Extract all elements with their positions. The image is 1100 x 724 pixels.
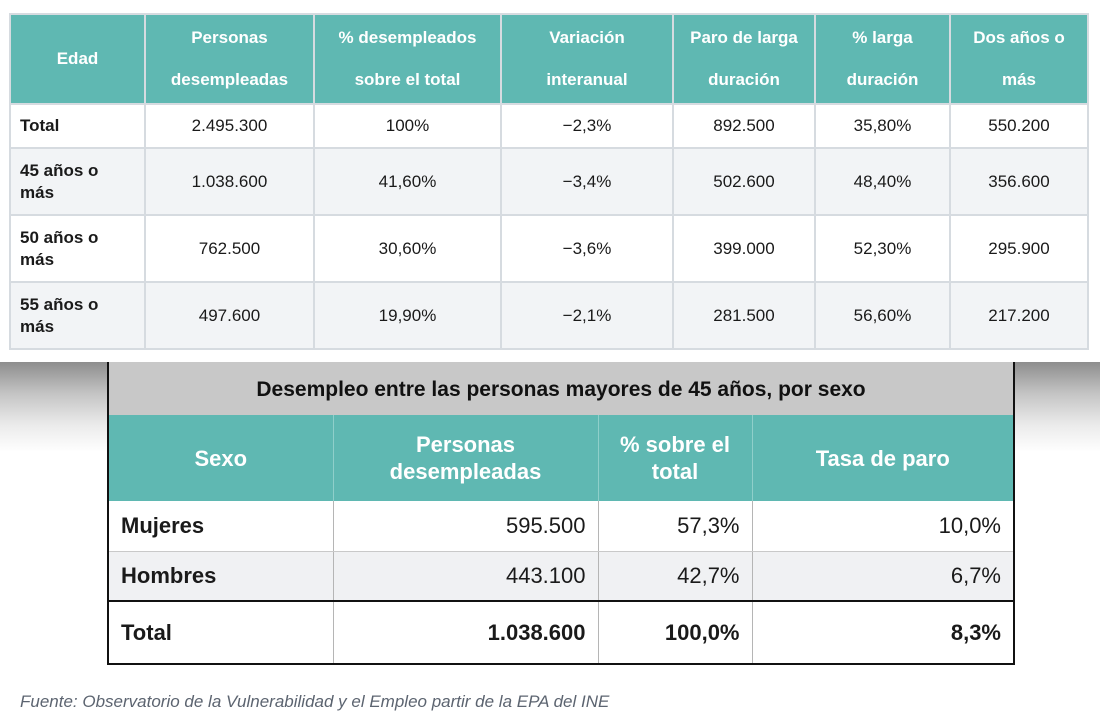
header-paro-larga-duracion: Paro de larga duración (672, 13, 816, 105)
header-dos-anos: Dos años o más (949, 13, 1089, 105)
table-cell: 6,7% (751, 551, 1013, 602)
total-label: Total (109, 600, 333, 663)
header-pct-desempleados: % desempleados sobre el total (313, 13, 502, 105)
table-cell: 595.500 (332, 501, 598, 552)
table-cell: −3,6% (500, 214, 674, 283)
table-row: 50 años o más 762.500 30,60% −3,6% 399.0… (9, 214, 1089, 283)
table-cell: −2,3% (500, 103, 674, 149)
table-row: 55 años o más 497.600 19,90% −2,1% 281.5… (9, 281, 1089, 350)
table-cell: 399.000 (672, 214, 816, 283)
table-cell: 30,60% (313, 214, 502, 283)
table-cell: 100,0% (597, 600, 752, 663)
table-cell: 56,60% (814, 281, 951, 350)
table-cell: 550.200 (949, 103, 1089, 149)
table-cell: 35,80% (814, 103, 951, 149)
table-row: Hombres 443.100 42,7% 6,7% (109, 551, 1013, 602)
table-cell: 48,40% (814, 147, 951, 216)
sex-cell: Hombres (109, 551, 333, 602)
unemployment-by-sex-table: Desempleo entre las personas mayores de … (107, 362, 1015, 665)
table-cell: 762.500 (144, 214, 315, 283)
table-cell: −3,4% (500, 147, 674, 216)
table-cell: 2.495.300 (144, 103, 315, 149)
table-cell: 19,90% (313, 281, 502, 350)
age-table: Edad Personas desempleadas % desempleado… (9, 13, 1089, 350)
header-personas-desempleadas: Personas desempleadas (332, 415, 598, 501)
header-personas-desempleadas: Personas desempleadas (144, 13, 315, 105)
table-cell: 1.038.600 (144, 147, 315, 216)
header-edad: Edad (9, 13, 146, 105)
age-cell: 55 años o más (9, 281, 146, 350)
header-pct-larga-duracion: % larga duración (814, 13, 951, 105)
table-row: 45 años o más 1.038.600 41,60% −3,4% 502… (9, 147, 1089, 216)
table-cell: 281.500 (672, 281, 816, 350)
header-tasa-de-paro: Tasa de paro (751, 415, 1013, 501)
source-note: Fuente: Observatorio de la Vulnerabilida… (20, 692, 610, 711)
table-row: Total 2.495.300 100% −2,3% 892.500 35,80… (9, 103, 1089, 149)
table-cell: 892.500 (672, 103, 816, 149)
table-cell: 52,30% (814, 214, 951, 283)
age-cell: 50 años o más (9, 214, 146, 283)
header-pct-sobre-total: % sobre el total (597, 415, 752, 501)
table-cell: 10,0% (751, 501, 1013, 552)
sex-cell: Mujeres (109, 501, 333, 552)
table-cell: −2,1% (500, 281, 674, 350)
table-cell: 57,3% (597, 501, 752, 552)
table-cell: 502.600 (672, 147, 816, 216)
header-sexo: Sexo (109, 415, 333, 501)
table-cell: 497.600 (144, 281, 315, 350)
age-cell: 45 años o más (9, 147, 146, 216)
unemployment-by-age-table: Edad Personas desempleadas % desempleado… (9, 13, 1089, 350)
age-table-header-row: Edad Personas desempleadas % desempleado… (9, 13, 1089, 105)
age-cell: Total (9, 103, 146, 149)
table-cell: 42,7% (597, 551, 752, 602)
table-cell: 1.038.600 (332, 600, 598, 663)
sex-table-header-row: Sexo Personas desempleadas % sobre el to… (109, 415, 1013, 501)
sex-table: Sexo Personas desempleadas % sobre el to… (109, 415, 1013, 663)
header-variacion-interanual: Variación interanual (500, 13, 674, 105)
total-row: Total 1.038.600 100,0% 8,3% (109, 600, 1013, 663)
table-cell: 443.100 (332, 551, 598, 602)
table-cell: 217.200 (949, 281, 1089, 350)
table-cell: 41,60% (313, 147, 502, 216)
table-caption: Desempleo entre las personas mayores de … (109, 362, 1013, 415)
table-cell: 295.900 (949, 214, 1089, 283)
table-cell: 356.600 (949, 147, 1089, 216)
table-cell: 100% (313, 103, 502, 149)
table-cell: 8,3% (751, 600, 1013, 663)
table-row: Mujeres 595.500 57,3% 10,0% (109, 501, 1013, 552)
